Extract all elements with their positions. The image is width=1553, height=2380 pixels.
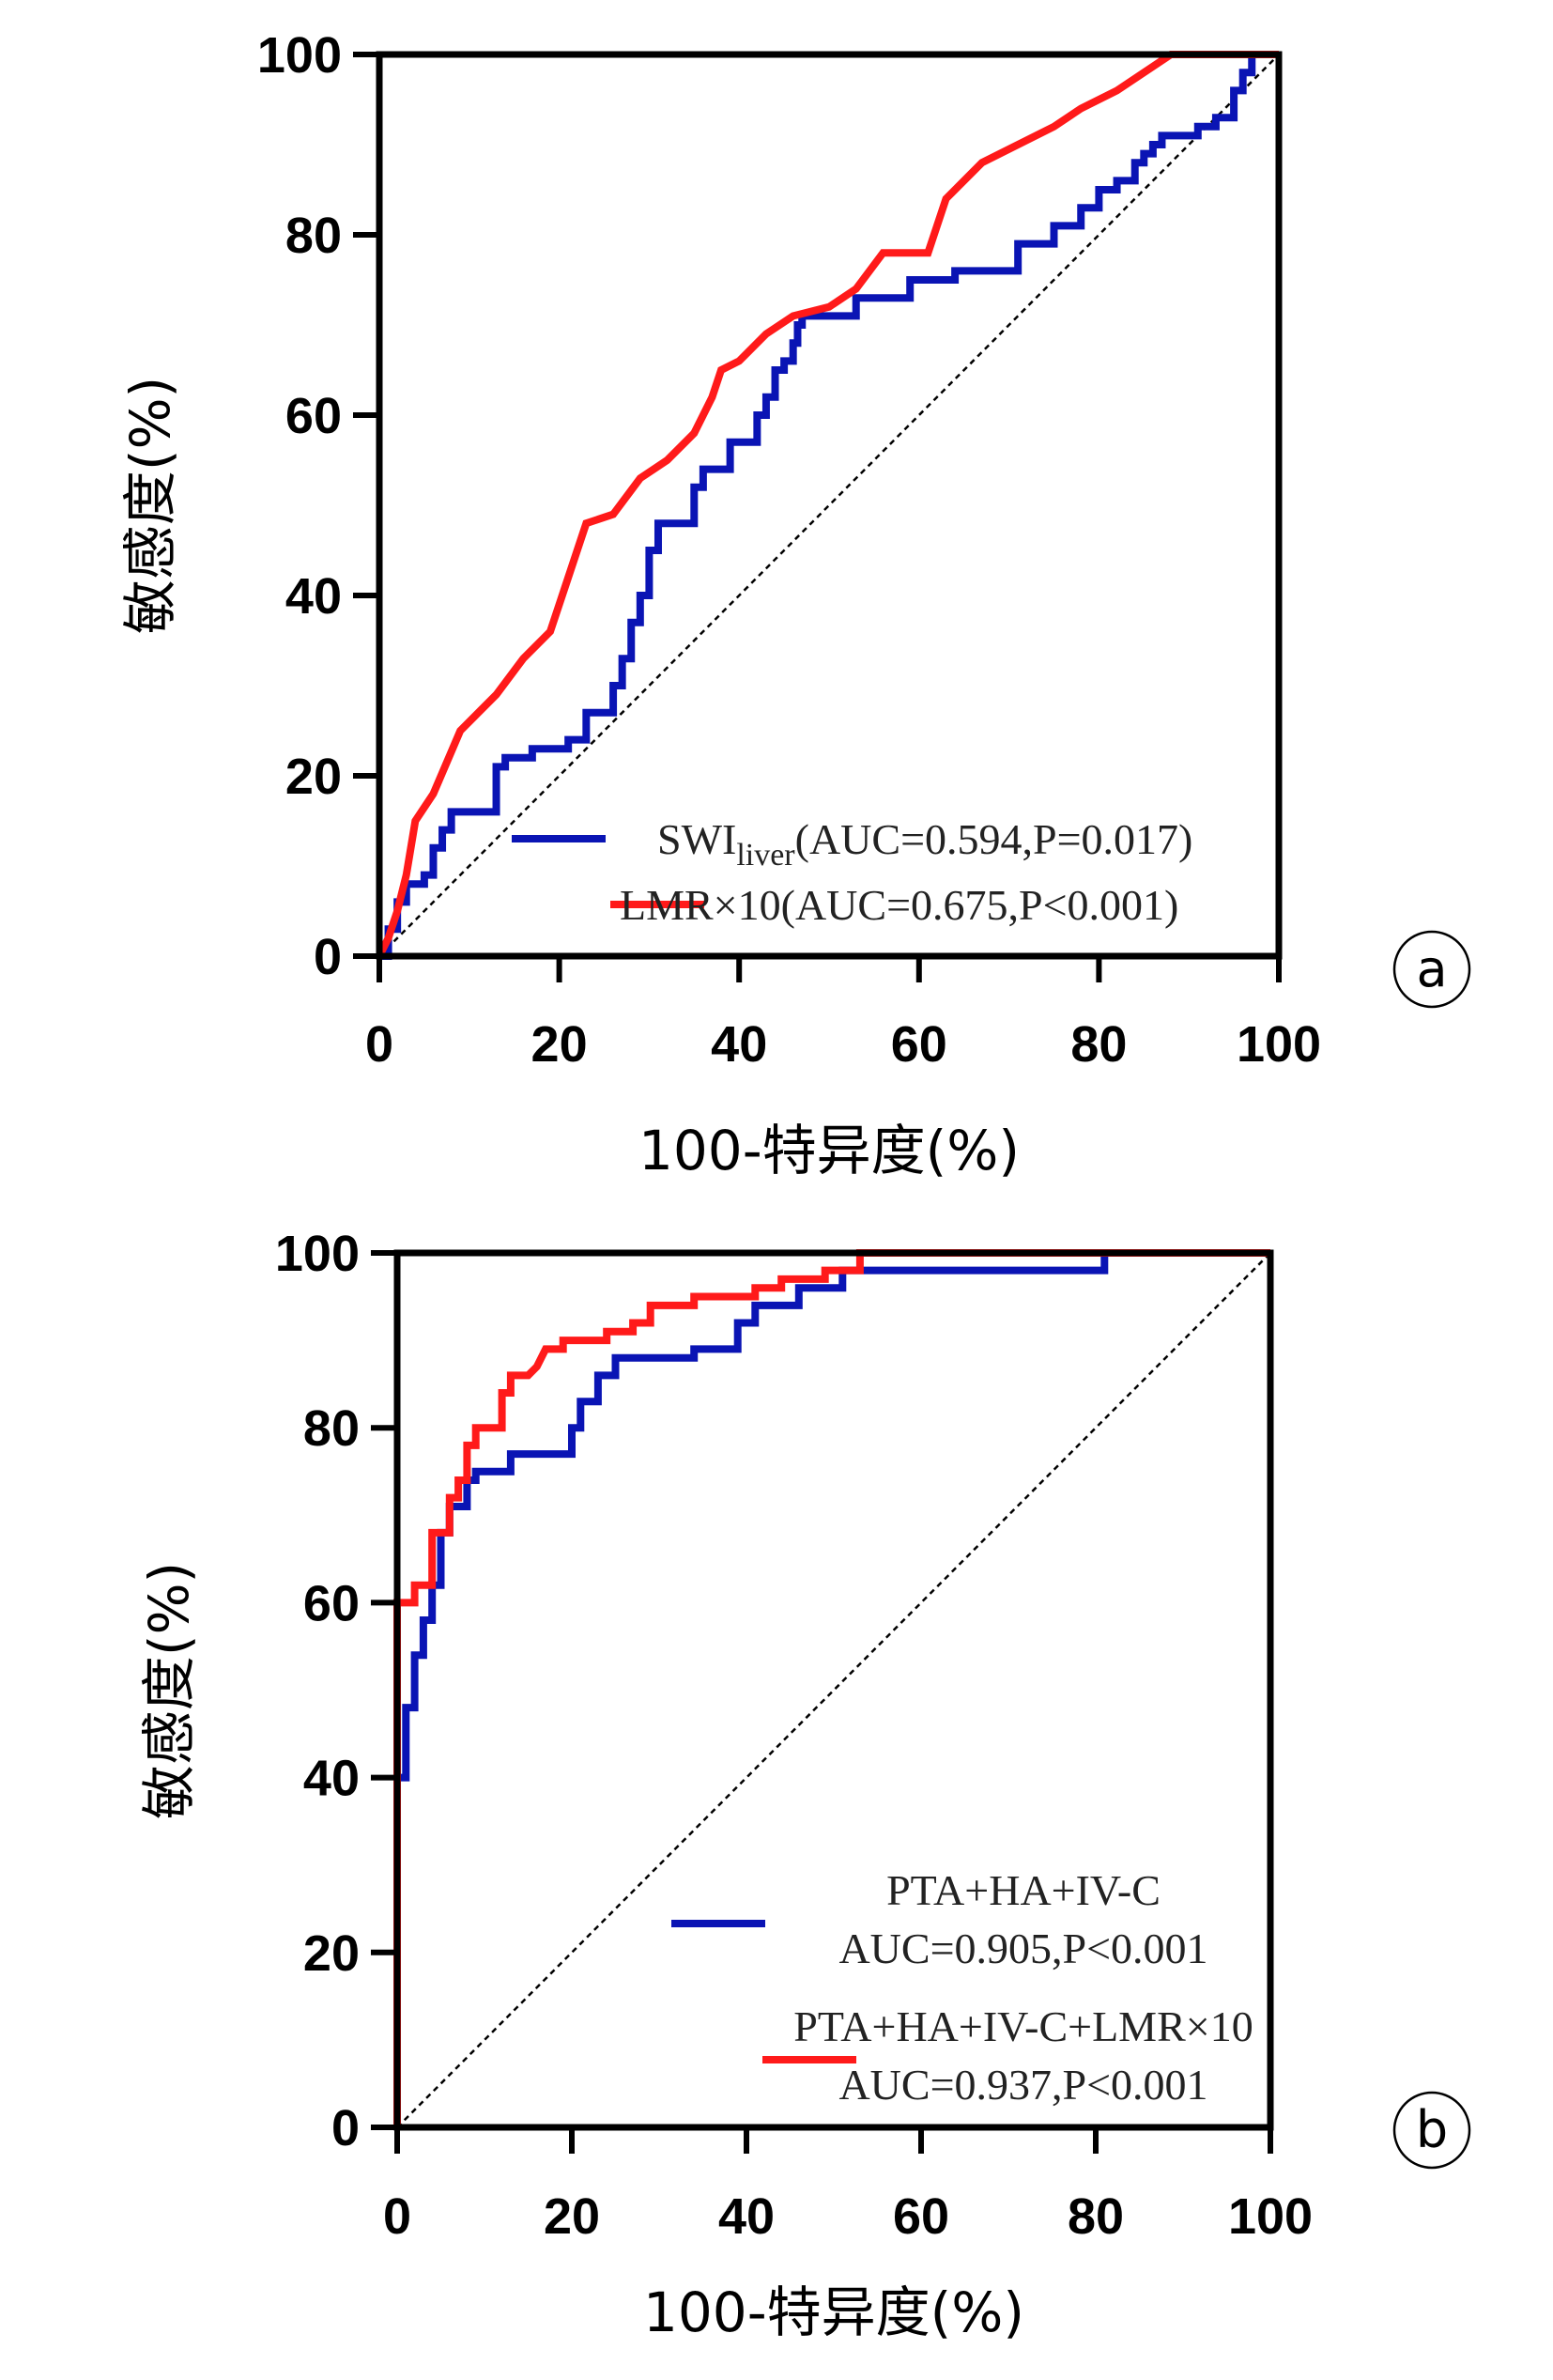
legend-label: PTA+HA+IV-C+LMR×10: [793, 2002, 1253, 2050]
legend-label: LMR×10(AUC=0.675,P<0.001): [620, 881, 1178, 929]
x-tick-label: 40: [718, 2188, 775, 2245]
y-tick-label: 0: [314, 929, 342, 985]
x-tick-label: 80: [1068, 2188, 1124, 2245]
y-axis-label: 敏感度(%): [118, 377, 182, 634]
x-tick-label: 60: [891, 1016, 947, 1073]
x-tick-label: 100: [1237, 1016, 1321, 1073]
y-tick-label: 40: [303, 1751, 360, 1807]
roc-line-blue: [379, 51, 1279, 960]
x-tick-label: 40: [711, 1016, 767, 1073]
x-tick-label: 80: [1070, 1016, 1127, 1073]
y-tick-label: 80: [285, 208, 342, 264]
y-axis-label: 敏感度(%): [137, 1562, 201, 1819]
panel-label-circle: [1392, 2091, 1471, 2170]
plot-frame: [393, 1249, 1274, 2131]
x-axis-label: 100-特异度(%): [643, 2280, 1024, 2344]
y-tick-label: 100: [275, 1226, 360, 1282]
x-tick-label: 0: [365, 1016, 393, 1073]
legend-label: PTA+HA+IV-C: [886, 1866, 1161, 1914]
x-tick-label: 20: [531, 1016, 588, 1073]
panel-label-circle: [1392, 930, 1471, 1009]
y-tick-label: 80: [303, 1400, 360, 1457]
y-tick-label: 100: [257, 27, 342, 84]
reference-diagonal: [396, 1252, 1271, 2128]
roc-line-blue: [393, 1249, 1270, 2127]
y-tick-label: 20: [303, 1925, 360, 1982]
y-tick-label: 20: [285, 749, 342, 805]
x-axis-label: 100-特异度(%): [638, 1119, 1020, 1182]
chart-panel-b: 0 20 40 60 80 100 0 20 40 60 80 100 100-特异度(%) 敏感度(%)…: [137, 1226, 1471, 2344]
roc-line-red: [376, 51, 1279, 958]
plot-frame: [376, 51, 1283, 960]
y-tick-label: 40: [285, 568, 342, 625]
y-tick-label: 60: [285, 388, 342, 444]
x-tick-label: 100: [1228, 2188, 1313, 2245]
x-tick-label: 20: [544, 2188, 600, 2245]
panel-label: b: [1416, 2100, 1448, 2159]
panel-label: a: [1416, 939, 1447, 998]
legend-auc: AUC=0.937,P<0.001: [838, 2061, 1207, 2109]
y-tick-label: 0: [331, 2100, 360, 2156]
chart-panel-a: 0 20 40 60 80 100 0 20 40 60 80 100 100-特异度(%) 敏感度(%)…: [118, 27, 1471, 1182]
legend-auc: AUC=0.905,P<0.001: [838, 1924, 1207, 1972]
x-tick-label: 60: [893, 2188, 949, 2245]
legend-label: SWIliver(AUC=0.594,P=0.017): [657, 815, 1192, 873]
y-tick-label: 60: [303, 1575, 360, 1631]
x-tick-label: 0: [383, 2188, 411, 2245]
roc-line-red: [393, 1249, 1270, 2127]
